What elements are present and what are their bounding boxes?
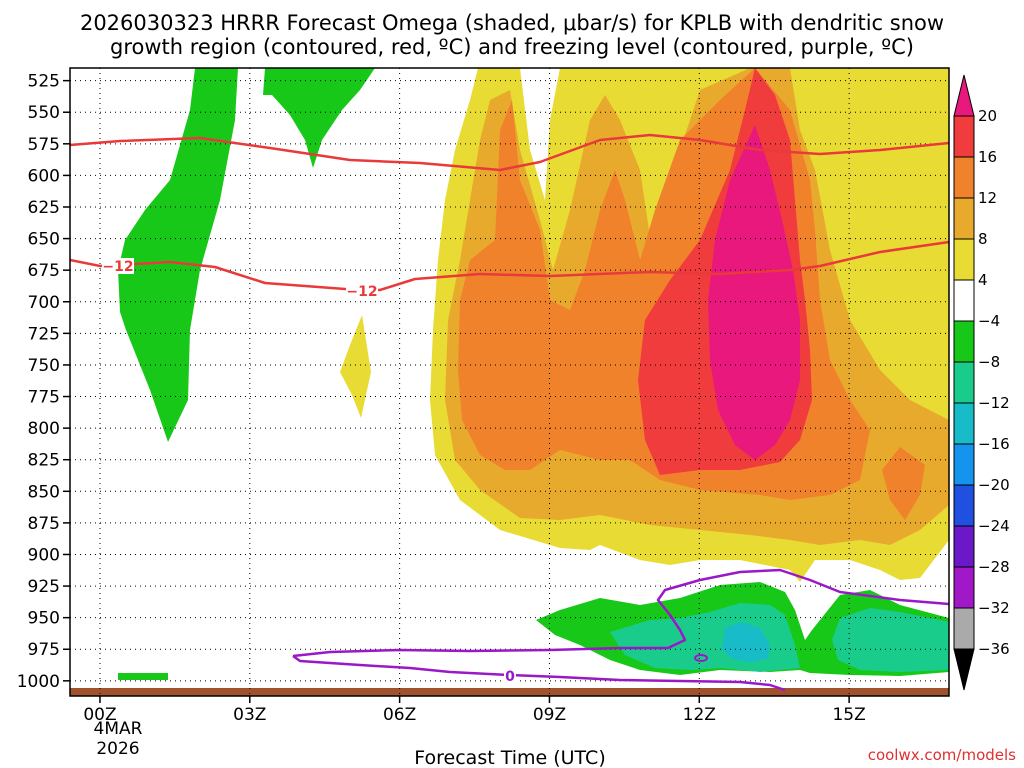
omega-shading xyxy=(70,68,949,696)
y-tick-label: 550 xyxy=(28,103,60,123)
y-tick-label: 625 xyxy=(28,198,60,218)
chart-title-line-1: 2026030323 HRRR Forecast Omega (shaded, … xyxy=(80,11,944,35)
y-tick-label: 775 xyxy=(28,388,60,408)
y-tick-label: 725 xyxy=(28,324,60,344)
y-tick-label: 600 xyxy=(28,166,60,186)
colorbar-segment xyxy=(953,566,975,609)
colorbar-label: 20 xyxy=(978,107,997,125)
dgz-top-contour xyxy=(70,133,949,172)
colorbar-label: −20 xyxy=(978,476,1010,494)
x-tick-label: 09Z xyxy=(533,705,566,725)
colorbar-label: 12 xyxy=(978,189,997,207)
colorbar-label: −16 xyxy=(978,435,1010,453)
colorbar: 20 16 12 8 4 −4 −8 −12 −16 −20 −24 −28 −32 −36 xyxy=(953,74,1010,691)
dgz-bottom-contour xyxy=(70,240,949,292)
y-tick-label: 875 xyxy=(28,514,60,534)
plot-frame xyxy=(69,67,950,697)
omega-region-4-isolated xyxy=(340,315,371,418)
colorbar-segment xyxy=(953,238,975,281)
colorbar-segment xyxy=(953,361,975,404)
y-tick-label: 900 xyxy=(28,545,60,565)
y-tick-label: 925 xyxy=(28,577,60,597)
y-tick-label: 850 xyxy=(28,482,60,502)
omega-region-neg4-upper xyxy=(263,68,375,168)
contour-label-bg xyxy=(504,668,516,683)
contour-label-bg xyxy=(102,258,134,274)
x-tick-label: 12Z xyxy=(683,705,716,725)
colorbar-segment xyxy=(953,402,975,445)
x-tick-label: 03Z xyxy=(233,705,266,725)
colorbar-segment xyxy=(953,156,975,199)
colorbar-label: 4 xyxy=(978,271,988,289)
y-tick-label: 825 xyxy=(28,451,60,471)
colorbar-segment xyxy=(953,443,975,486)
surface-strip xyxy=(70,688,949,696)
colorbar-segment xyxy=(953,607,975,650)
x-tick-label: 06Z xyxy=(383,705,416,725)
x-axis-label: Forecast Time (UTC) xyxy=(414,747,605,768)
omega-region-neg8-low-right xyxy=(832,608,949,672)
omega-region-20 xyxy=(708,125,800,460)
colorbar-segment xyxy=(953,115,975,158)
freezing-level-contour xyxy=(292,568,949,658)
y-tick-label: 950 xyxy=(28,609,60,629)
dgz-contour-label-2: −12 xyxy=(346,284,377,300)
colorbar-label: −8 xyxy=(978,353,1000,371)
omega-region-12-right xyxy=(882,447,925,520)
colorbar-label: −4 xyxy=(978,312,1000,330)
colorbar-label: −24 xyxy=(978,517,1010,535)
colorbar-label: −36 xyxy=(978,640,1010,658)
colorbar-segment xyxy=(953,197,975,240)
y-tick-label: 525 xyxy=(28,72,60,92)
omega-region-neg12-low xyxy=(722,622,770,662)
x-tick-label: 00Z xyxy=(83,705,116,725)
y-tick-label: 750 xyxy=(28,356,60,376)
y-tick-label: 675 xyxy=(28,261,60,281)
freezing-level-closed-contour xyxy=(694,654,708,662)
x-axis: 00Z 03Z 06Z 09Z 12Z 15Z xyxy=(83,696,866,725)
dgz-contour-label-1: −12 xyxy=(102,259,133,275)
date-label-year: 2026 xyxy=(96,739,139,759)
colorbar-segment xyxy=(953,484,975,527)
contour-label-bg xyxy=(346,283,378,299)
credit-text: coolwx.com/models xyxy=(868,746,1016,764)
colorbar-segment xyxy=(953,320,975,363)
y-tick-label: 975 xyxy=(28,640,60,660)
y-tick-label: 575 xyxy=(28,135,60,155)
date-label-month: 4MAR xyxy=(94,719,143,739)
y-tick-label: 1000 xyxy=(17,672,60,692)
y-axis: 525 550 575 600 625 650 675 700 725 750 775 800 825 8… xyxy=(17,72,70,692)
colorbar-label: −28 xyxy=(978,558,1010,576)
colorbar-label: 8 xyxy=(978,230,988,248)
omega-region-neg4-left xyxy=(118,68,238,442)
colorbar-segment xyxy=(953,525,975,568)
y-tick-label: 700 xyxy=(28,293,60,313)
colorbar-label: 16 xyxy=(978,148,997,166)
colorbar-segment xyxy=(953,74,975,117)
y-tick-label: 650 xyxy=(28,230,60,250)
colorbar-label: −32 xyxy=(978,599,1010,617)
y-tick-label: 800 xyxy=(28,419,60,439)
freezing-level-contour-lower xyxy=(292,654,786,692)
colorbar-segment xyxy=(953,648,975,691)
omega-region-neg4-sfc xyxy=(118,673,168,680)
freezing-level-label: 0 xyxy=(505,669,515,685)
x-tick-label: 15Z xyxy=(832,705,865,725)
colorbar-segment xyxy=(953,279,975,322)
chart-title-line-2: growth region (contoured, red, ºC) and f… xyxy=(110,35,914,59)
colorbar-label: −12 xyxy=(978,394,1010,412)
